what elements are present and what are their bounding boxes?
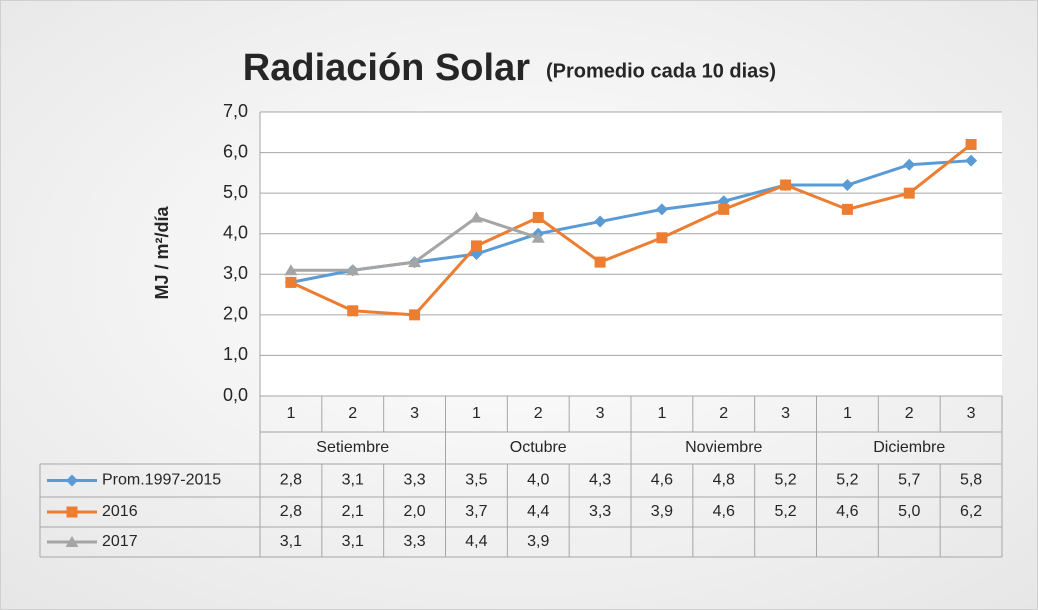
marker (718, 203, 730, 215)
table-value: 2,8 (280, 472, 302, 489)
table-value: 3,3 (589, 503, 611, 520)
table-value: 4,4 (465, 533, 487, 550)
table-value: 3,1 (342, 472, 364, 489)
x-group-label: Noviembre (685, 439, 762, 456)
plot-area (260, 112, 1002, 396)
y-tick-label: 7,0 (223, 101, 248, 121)
table-value: 4,0 (527, 472, 549, 489)
table-value: 3,5 (465, 472, 487, 489)
x-tick-label: 2 (719, 405, 728, 422)
table-value: 4,8 (713, 472, 735, 489)
chart-subtitle: (Promedio cada 10 dias) (546, 60, 776, 82)
marker (594, 256, 606, 268)
x-tick-label: 3 (781, 405, 790, 422)
y-tick-label: 6,0 (223, 141, 248, 161)
table-value: 3,9 (527, 533, 549, 550)
marker (470, 240, 482, 252)
marker (284, 264, 298, 276)
table-value: 3,7 (465, 503, 487, 520)
series-line (290, 143, 973, 317)
marker (66, 506, 78, 518)
x-tick-label: 1 (286, 405, 295, 422)
table-value: 5,0 (898, 503, 920, 520)
table-value: 3,9 (651, 503, 673, 520)
legend-label: 2017 (102, 533, 138, 550)
marker (656, 232, 668, 244)
marker (409, 309, 421, 321)
legend-label: Prom.1997-2015 (102, 472, 221, 489)
table-value: 3,3 (403, 533, 425, 550)
table-value: 4,4 (527, 503, 549, 520)
marker (469, 211, 483, 223)
y-tick-label: 4,0 (223, 222, 248, 242)
x-group-label: Octubre (510, 439, 567, 456)
table-value: 5,8 (960, 472, 982, 489)
chart-title: Radiación Solar (243, 47, 530, 89)
marker (285, 276, 297, 288)
x-tick-label: 3 (596, 405, 605, 422)
y-tick-label: 2,0 (223, 304, 248, 324)
table-value: 4,6 (651, 472, 673, 489)
table-value: 3,1 (342, 533, 364, 550)
marker (346, 264, 360, 276)
table-value: 6,2 (960, 503, 982, 520)
marker (655, 203, 668, 216)
table-value: 3,1 (280, 533, 302, 550)
marker (594, 215, 607, 228)
marker (965, 138, 977, 150)
marker (347, 305, 359, 317)
y-tick-label: 1,0 (223, 344, 248, 364)
x-tick-label: 2 (905, 405, 914, 422)
x-group-label: Diciembre (873, 439, 945, 456)
marker (65, 536, 79, 547)
marker (66, 474, 78, 487)
table-value: 4,6 (836, 503, 858, 520)
marker (532, 211, 544, 223)
x-tick-label: 1 (472, 405, 481, 422)
legend-label: 2016 (102, 503, 138, 520)
table-value: 4,6 (713, 503, 735, 520)
y-tick-label: 5,0 (223, 182, 248, 202)
table-value: 2,8 (280, 503, 302, 520)
marker (408, 256, 422, 268)
marker (531, 231, 545, 243)
y-tick-label: 3,0 (223, 263, 248, 283)
y-axis-label: MJ / m²/día (152, 206, 172, 300)
table-value: 5,7 (898, 472, 920, 489)
marker (841, 203, 853, 215)
table-value: 2,1 (342, 503, 364, 520)
table-value: 3,3 (403, 472, 425, 489)
x-tick-label: 2 (348, 405, 357, 422)
table-value: 5,2 (774, 472, 796, 489)
marker (780, 179, 792, 191)
marker (841, 179, 854, 192)
marker (965, 154, 978, 167)
x-tick-label: 2 (534, 405, 543, 422)
x-tick-label: 1 (657, 405, 666, 422)
marker (903, 187, 915, 199)
table-value: 5,2 (774, 503, 796, 520)
x-group-label: Setiembre (316, 439, 389, 456)
table-value: 5,2 (836, 472, 858, 489)
table-value: 2,0 (403, 503, 425, 520)
x-tick-label: 3 (410, 405, 419, 422)
x-tick-label: 3 (967, 405, 976, 422)
marker (903, 158, 916, 171)
x-tick-label: 1 (843, 405, 852, 422)
y-tick-label: 0,0 (223, 385, 248, 405)
table-value: 4,3 (589, 472, 611, 489)
